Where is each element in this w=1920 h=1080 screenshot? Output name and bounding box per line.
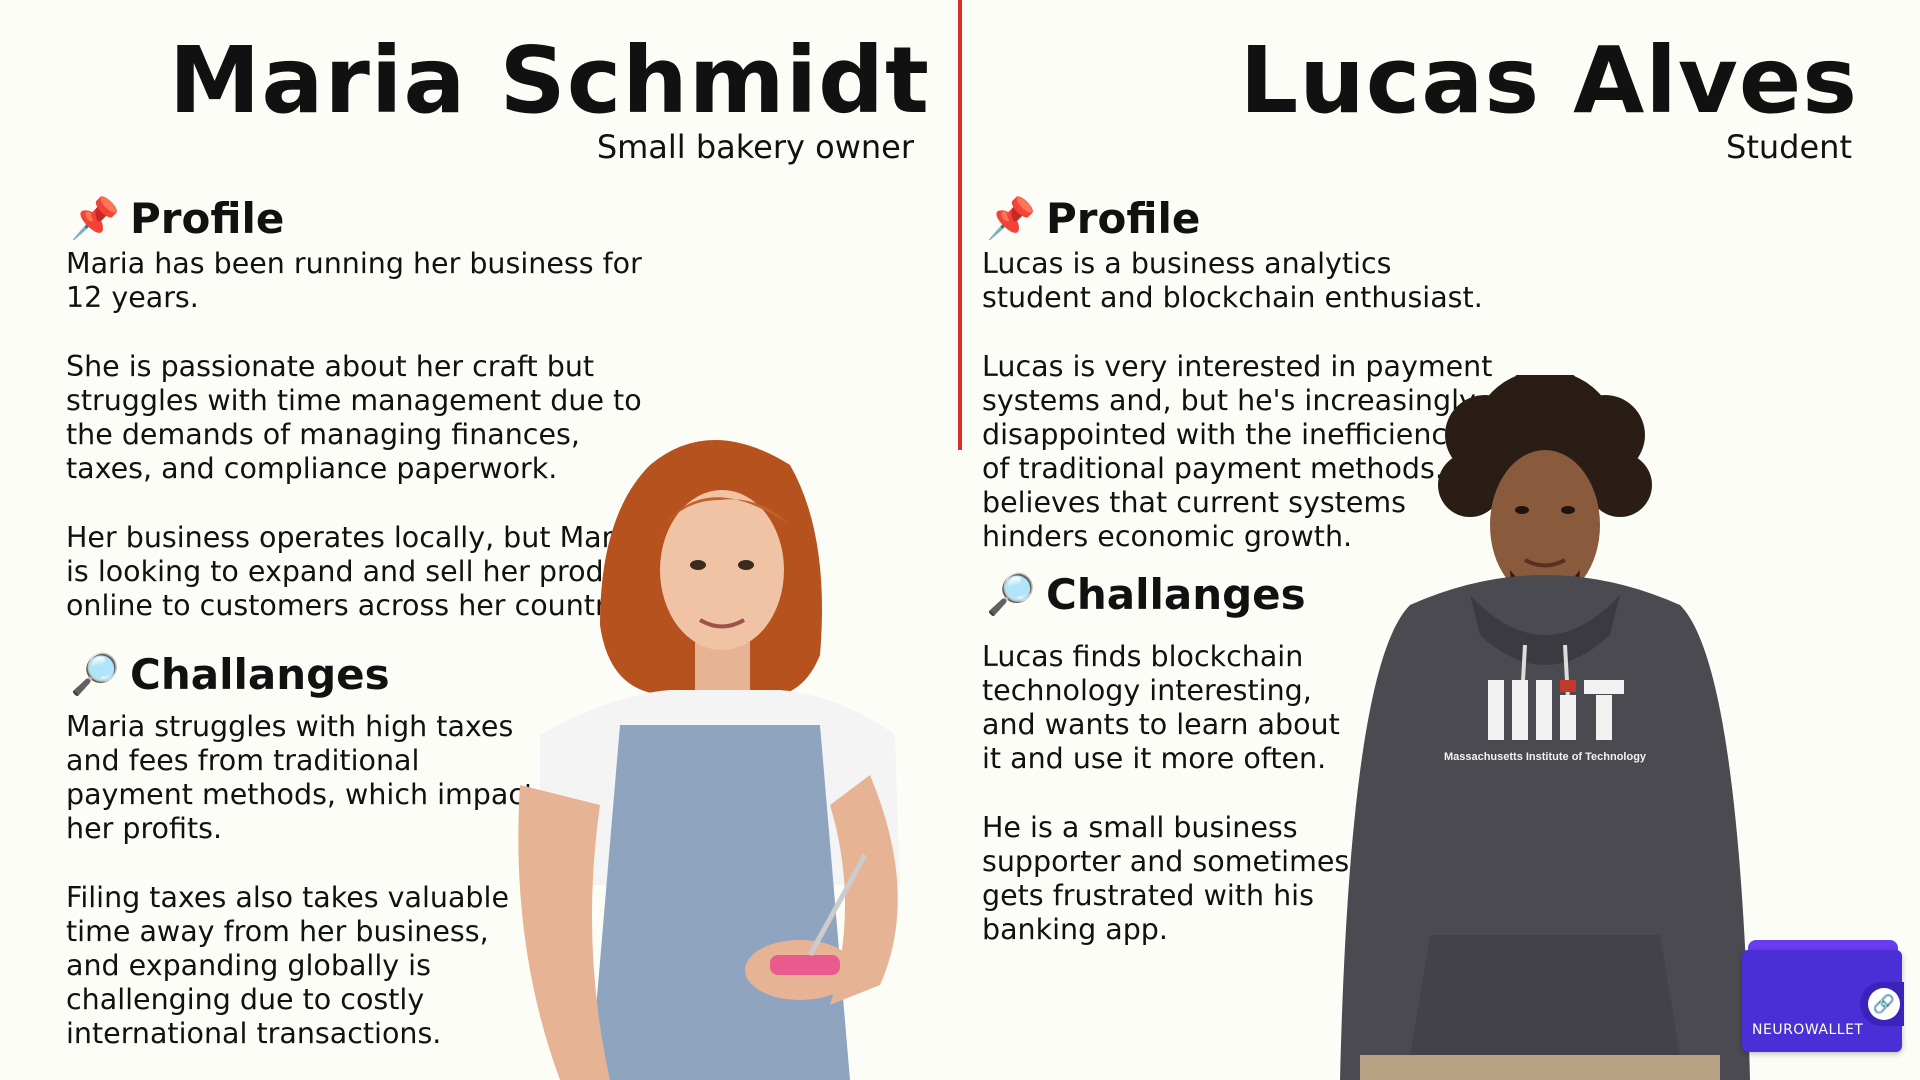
persona-2-role: Student [1726,128,1852,166]
persona-1-name: Maria Schmidt [168,27,930,134]
persona-1-challenges-heading-label: Challanges [130,650,390,699]
hoodie-text: Massachusetts Institute of Technology [1444,751,1647,763]
persona-2-name: Lucas Alves [1239,27,1858,134]
center-divider [958,0,962,450]
pushpin-icon: 📌 [70,196,120,243]
persona-2-challenges-heading-label: Challanges [1046,570,1306,619]
persona-2-challenges-text-1: Lucas finds blockchain technology intere… [982,640,1340,775]
persona-2-profile-heading: 📌 Profile [986,194,1201,243]
persona-1-role: Small bakery owner [596,128,914,166]
persona-2-challenges-text-2: He is a small business supporter and som… [982,811,1350,946]
logo-text: NEUROWALLET [1752,1022,1864,1038]
persona-2-profile-text-1: Lucas is a business analytics student an… [982,247,1483,314]
persona-2-profile-text-2: Lucas is very interested in payment syst… [982,350,1493,553]
magnifying-glass-icon: 🔎 [986,572,1036,619]
link-icon: 🔗 [1868,988,1900,1020]
persona-2-photo: Massachusetts Institute of Technology [1340,375,1750,1080]
persona-1-challenges-heading: 🔎 Challanges [70,650,390,699]
persona-1-challenges-text-1: Maria struggles with high taxes and fees… [66,710,536,845]
persona-1-profile-heading: 📌 Profile [70,194,285,243]
persona-1-profile-text-2: She is passionate about her craft but st… [66,350,642,485]
magnifying-glass-icon: 🔎 [70,652,120,699]
persona-1-profile-heading-label: Profile [130,194,285,243]
persona-2-profile-heading-label: Profile [1046,194,1201,243]
pushpin-icon: 📌 [986,196,1036,243]
persona-2-challenges-heading: 🔎 Challanges [986,570,1306,619]
persona-1-photo [518,440,900,1080]
persona-1-profile-text-1: Maria has been running her business for … [66,247,642,314]
persona-1-challenges-text-2: Filing taxes also takes valuable time aw… [66,881,509,1050]
